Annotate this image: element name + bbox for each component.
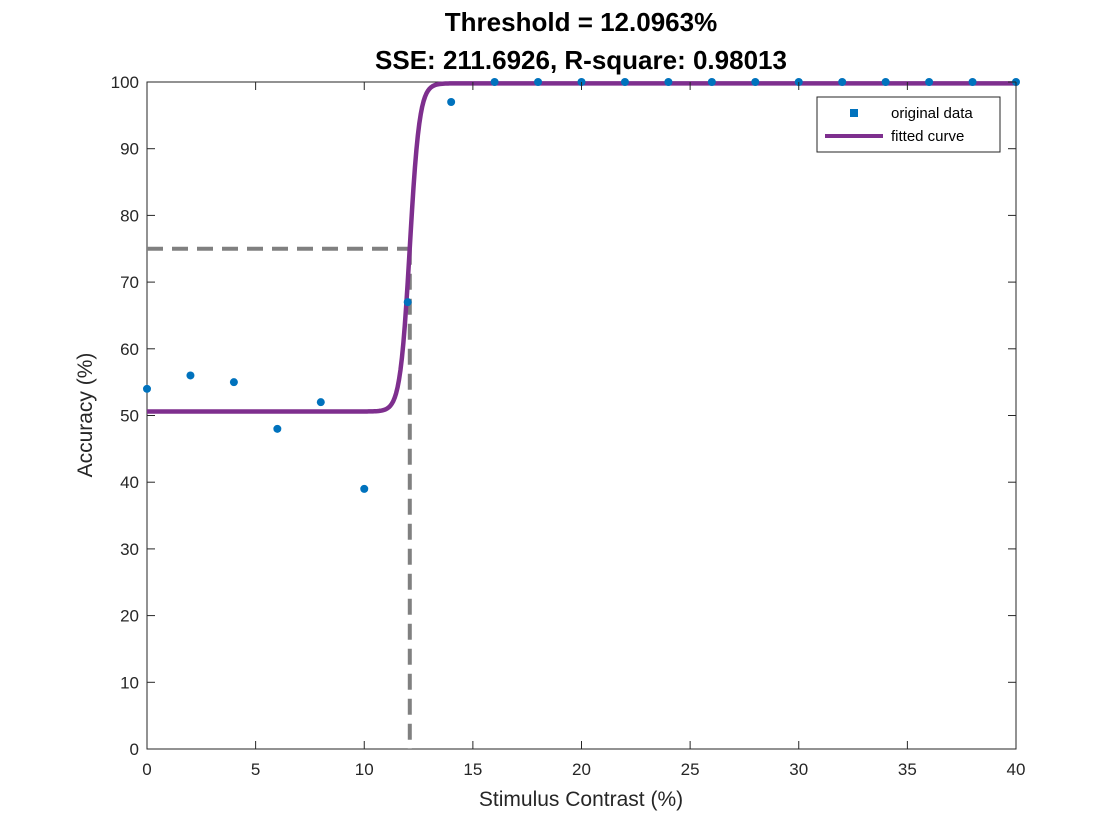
data-point — [881, 78, 890, 86]
plot-area — [146, 81, 1017, 750]
x-tick-label: 0 — [142, 760, 151, 779]
legend-marker-original-data — [850, 109, 858, 117]
data-point — [447, 98, 456, 107]
y-tick-label: 100 — [111, 73, 139, 92]
x-tick-label: 40 — [1007, 760, 1026, 779]
data-point — [316, 398, 325, 407]
x-tick-label: 20 — [572, 760, 591, 779]
y-tick-label: 50 — [120, 407, 139, 426]
data-point — [143, 384, 151, 393]
chart-title-line-1: Threshold = 12.0963% — [445, 7, 717, 37]
y-tick-label: 70 — [120, 273, 139, 292]
y-tick-label: 60 — [120, 340, 139, 359]
legend-label-fitted-curve: fitted curve — [891, 128, 964, 145]
data-point — [751, 78, 760, 86]
legend-box — [816, 96, 1001, 153]
y-tick-label: 10 — [120, 673, 139, 692]
chart-title-line-2: SSE: 211.6926, R-square: 0.98013 — [375, 45, 787, 75]
data-point — [620, 78, 629, 86]
x-tick-label: 30 — [789, 760, 808, 779]
data-point — [707, 78, 716, 86]
legend-label-original-data: original data — [891, 105, 973, 122]
x-tick-label: 35 — [898, 760, 917, 779]
data-point — [664, 78, 673, 86]
x-tick-label: 15 — [463, 760, 482, 779]
data-point — [534, 78, 543, 86]
data-point — [403, 298, 412, 307]
y-tick-label: 90 — [120, 140, 139, 159]
y-tick-label: 20 — [120, 607, 139, 626]
data-point — [186, 371, 195, 380]
y-tick-label: 0 — [130, 740, 139, 759]
data-points-layer — [143, 78, 1020, 493]
y-axis-ticks: 0 10 20 30 40 50 60 70 80 90 100 — [111, 73, 1016, 759]
data-point — [968, 78, 977, 86]
data-point — [490, 78, 499, 86]
x-axis-label: Stimulus Contrast (%) — [479, 788, 683, 811]
y-tick-label: 40 — [120, 473, 139, 492]
x-tick-label: 25 — [681, 760, 700, 779]
x-tick-label: 5 — [251, 760, 260, 779]
threshold-reference-lines — [147, 246, 412, 749]
data-point — [360, 484, 369, 493]
y-axis-label: Accuracy (%) — [74, 353, 97, 478]
data-point — [229, 378, 238, 387]
legend: original data fitted curve — [816, 96, 1001, 153]
data-point — [273, 424, 282, 433]
y-tick-label: 30 — [120, 540, 139, 559]
x-axis-ticks: 0 5 10 15 20 25 30 35 40 — [142, 82, 1025, 779]
data-point — [838, 78, 847, 86]
y-tick-label: 80 — [120, 206, 139, 225]
data-point — [925, 78, 934, 86]
x-tick-label: 10 — [355, 760, 374, 779]
